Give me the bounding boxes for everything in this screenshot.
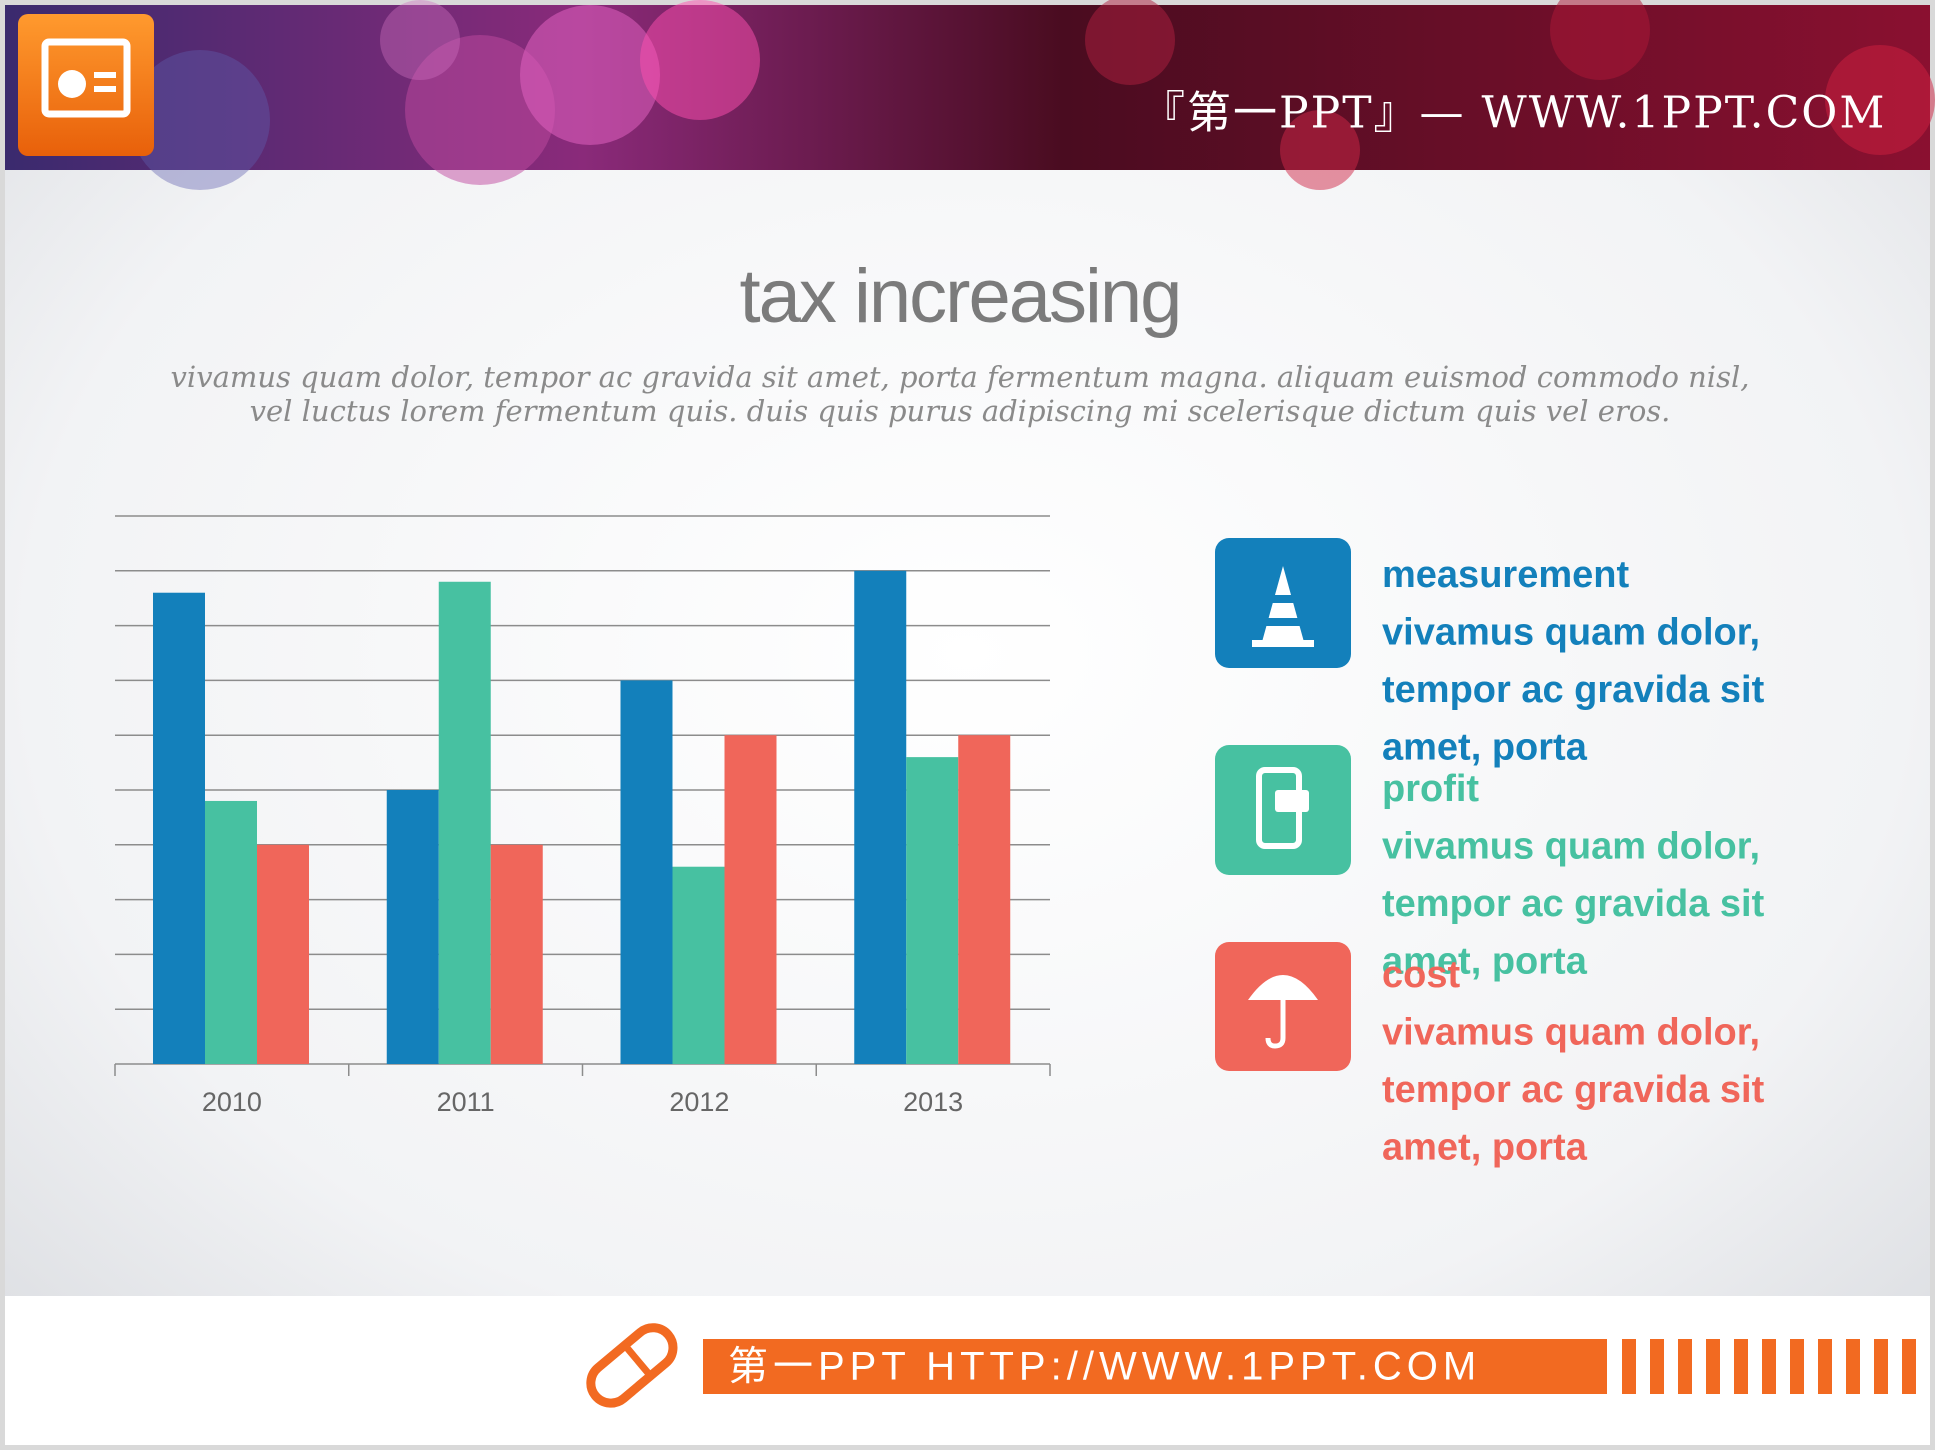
x-tick-label: 2011 [437, 1087, 495, 1117]
bar [257, 844, 309, 1064]
slide-background [5, 5, 1930, 1445]
bar [854, 570, 907, 1064]
legend-description: tempor ac gravida sit [1382, 883, 1765, 925]
bar [386, 790, 439, 1064]
legend-description: vivamus quam dolor, [1382, 826, 1760, 868]
app-icon [18, 14, 154, 156]
subtitle-line: vivamus quam dolor, tempor ac gravida si… [171, 360, 1750, 394]
bar [620, 680, 673, 1064]
legend-description: amet, porta [1382, 1127, 1588, 1169]
header-site: 『第一PPT』— WWW.1PPT.COM [1141, 88, 1886, 139]
bar [438, 581, 491, 1064]
legend-label: cost [1382, 954, 1460, 996]
legend-description: vivamus quam dolor, [1382, 612, 1760, 654]
footer-band [5, 1296, 1930, 1445]
bar [153, 592, 205, 1064]
chart-title: tax increasing [740, 254, 1181, 339]
legend-label: profit [1382, 768, 1479, 810]
x-tick-label: 2012 [669, 1087, 729, 1117]
x-tick-label: 2013 [903, 1087, 963, 1117]
subtitle-line: vel luctus lorem fermentum quis. duis qu… [250, 394, 1671, 428]
legend-description: amet, porta [1382, 727, 1588, 769]
bar [205, 800, 257, 1064]
legend-description: tempor ac gravida sit [1382, 669, 1765, 711]
bar [724, 735, 777, 1064]
header-band [5, 0, 1935, 190]
legend-description: tempor ac gravida sit [1382, 1069, 1765, 1111]
bar [490, 844, 543, 1064]
legend-label: measurement [1382, 554, 1629, 596]
bar [958, 735, 1011, 1064]
legend-description: vivamus quam dolor, [1382, 1012, 1760, 1054]
bar [672, 866, 725, 1064]
x-tick-label: 2010 [202, 1087, 262, 1117]
footer-site: 第一PPT HTTP://WWW.1PPT.COM [728, 1345, 1481, 1389]
legend-description: amet, porta [1382, 941, 1588, 983]
legend-icons [1215, 538, 1351, 1071]
bar [906, 757, 959, 1064]
